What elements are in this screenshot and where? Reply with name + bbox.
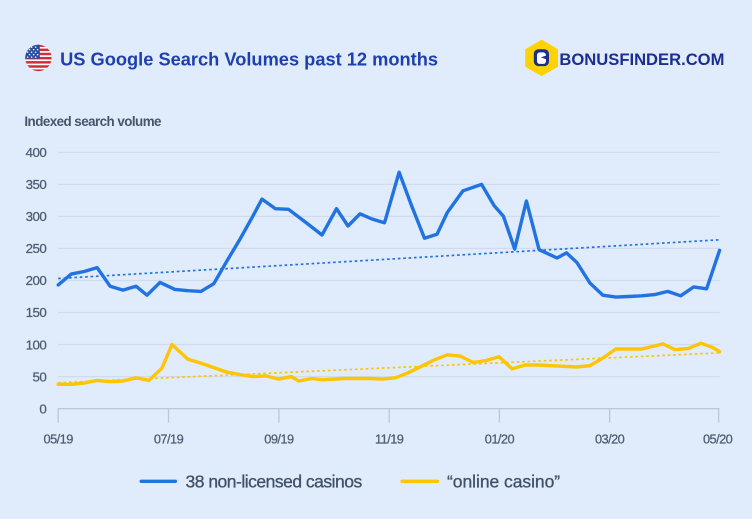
svg-text:“online casino”: “online casino” [447,472,560,492]
svg-text:200: 200 [26,273,47,288]
svg-text:100: 100 [26,337,47,352]
svg-text:Indexed search volume: Indexed search volume [24,114,161,129]
svg-text:05/19: 05/19 [44,432,74,447]
svg-text:38 non-licensed casinos: 38 non-licensed casinos [186,472,363,492]
svg-text:01/20: 01/20 [485,432,515,447]
svg-text:300: 300 [26,209,47,224]
svg-text:05/20: 05/20 [703,432,733,447]
svg-text:150: 150 [26,305,47,320]
svg-text:350: 350 [26,177,47,192]
svg-text:BONUSFINDER.COM: BONUSFINDER.COM [559,50,724,69]
svg-text:250: 250 [26,241,47,256]
svg-text:11/19: 11/19 [375,432,404,447]
svg-text:0: 0 [39,401,46,416]
svg-text:09/19: 09/19 [264,432,294,447]
svg-text:07/19: 07/19 [154,432,184,447]
svg-text:400: 400 [26,145,47,160]
svg-text:03/20: 03/20 [595,432,625,447]
svg-text:US Google Search Volumes past: US Google Search Volumes past 12 months [60,49,438,70]
svg-text:50: 50 [33,369,47,384]
